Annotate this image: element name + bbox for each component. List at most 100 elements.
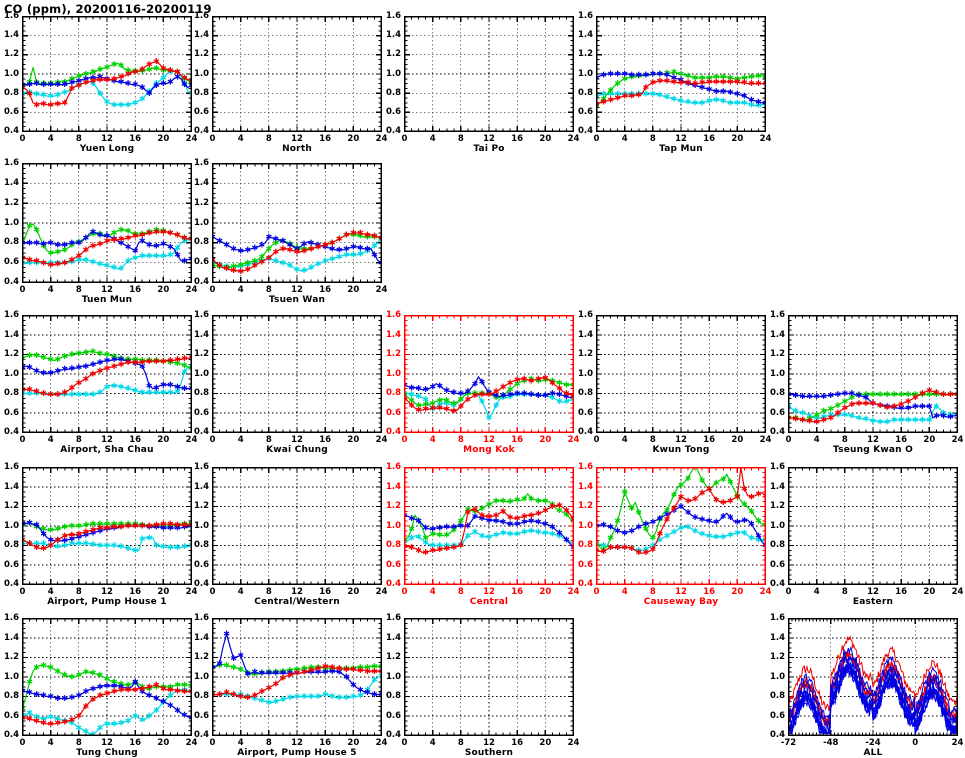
data-marker: ✱ <box>350 665 357 674</box>
data-marker: ✱ <box>706 85 713 94</box>
y-tick-label: 1.2 <box>578 49 593 59</box>
data-marker: ✱ <box>884 417 891 426</box>
y-tick-label: 1.0 <box>386 521 401 531</box>
data-marker: ✱ <box>280 674 287 683</box>
x-tick-label: 16 <box>121 587 149 597</box>
panel-station-label: Tseung Kwan O <box>788 445 958 455</box>
y-tick-label: 1.0 <box>4 369 19 379</box>
data-marker: ✱ <box>68 716 75 725</box>
data-marker: ✱ <box>47 369 54 378</box>
data-marker: ✱ <box>160 684 167 693</box>
panel-station-label: Tung Chung <box>22 748 192 758</box>
x-tick-label: 4 <box>37 738 65 748</box>
data-marker: ✱ <box>699 78 706 87</box>
x-tick-label: 0 <box>391 587 419 597</box>
data-marker: ✱ <box>933 412 940 421</box>
data-marker: ✱ <box>912 415 919 424</box>
y-tick-label: 0.8 <box>578 540 593 550</box>
data-marker: ✱ <box>500 528 507 537</box>
data-marker: ✱ <box>125 544 132 553</box>
x-tick-label: 8 <box>255 587 283 597</box>
x-tick-label: 16 <box>695 435 723 445</box>
data-marker: ✱ <box>528 526 535 535</box>
data-marker: ✱ <box>535 374 542 383</box>
y-tick-label: 1.2 <box>194 49 209 59</box>
data-marker: ✱ <box>132 522 139 531</box>
plot-panel-yuen-long: ✱✱✱✱✱✱✱✱✱✱✱✱✱✱✱✱✱✱✱✱✱✱✱✱✱✱✱✱✱✱✱✱✱✱✱✱✱✱✱✱… <box>22 16 192 154</box>
data-marker: ✱ <box>649 518 656 527</box>
data-marker: ✱ <box>68 350 75 359</box>
data-marker: ✱ <box>415 546 422 555</box>
data-marker: ✱ <box>153 694 160 703</box>
y-tick-label: 1.4 <box>386 633 401 643</box>
data-marker: ✱ <box>486 500 493 509</box>
data-marker: ✱ <box>870 416 877 425</box>
data-marker: ✱ <box>230 690 237 699</box>
data-marker: ✱ <box>642 71 649 80</box>
data-marker: ✱ <box>422 548 429 557</box>
panel-station-label: Causeway Bay <box>596 597 766 607</box>
data-marker: ✱ <box>118 61 125 70</box>
data-marker: ✱ <box>834 390 841 399</box>
data-marker: ✱ <box>40 718 47 727</box>
data-marker: ✱ <box>139 522 146 531</box>
x-tick-label: 0 <box>199 134 227 144</box>
x-tick-label: 12 <box>475 435 503 445</box>
data-marker: ✱ <box>628 544 635 553</box>
data-marker: ✱ <box>111 362 118 371</box>
x-tick-label: 16 <box>121 134 149 144</box>
plot-panel-causeway-bay: ✱✱✱✱✱✱✱✱✱✱✱✱✱✱✱✱✱✱✱✱✱✱✱✱✱✱✱✱✱✱✱✱✱✱✱✱✱✱✱✱… <box>596 467 766 607</box>
data-marker: ✱ <box>628 504 635 513</box>
data-marker: ✱ <box>692 79 699 88</box>
data-marker: ✱ <box>294 692 301 701</box>
data-marker: ✱ <box>153 521 160 530</box>
data-marker: ✱ <box>216 690 223 699</box>
data-marker: ✱ <box>181 542 188 551</box>
data-marker: ✱ <box>132 712 139 721</box>
data-marker: ✱ <box>118 382 125 391</box>
data-marker: ✱ <box>422 524 429 533</box>
plot-panel-tap-mun: ✱✱✱✱✱✱✱✱✱✱✱✱✱✱✱✱✱✱✱✱✱✱✱✱✱✱✱✱✱✱✱✱✱✱✱✱✱✱✱✱… <box>596 16 766 154</box>
data-marker: ✱ <box>61 365 68 374</box>
data-marker: ✱ <box>75 671 82 680</box>
data-marker: ✱ <box>181 354 188 363</box>
y-tick-label: 1.4 <box>386 30 401 40</box>
data-marker: ✱ <box>450 388 457 397</box>
panel-station-label: Tai Po <box>404 144 574 154</box>
data-marker: ✱ <box>607 543 614 552</box>
panel-station-label: ALL <box>788 748 958 758</box>
data-marker: ✱ <box>699 488 706 497</box>
data-marker: ✱ <box>933 388 940 397</box>
data-marker: ✱ <box>563 506 570 515</box>
data-marker: ✱ <box>621 528 628 537</box>
data-marker: ✱ <box>713 77 720 86</box>
data-marker: ✱ <box>429 382 436 391</box>
data-marker: ✱ <box>308 263 315 272</box>
y-tick-label: 1.4 <box>386 330 401 340</box>
x-tick-label: 12 <box>93 435 121 445</box>
x-tick-label: 4 <box>37 285 65 295</box>
data-marker: ✱ <box>26 519 33 528</box>
data-marker: ✱ <box>350 242 357 251</box>
data-marker: ✱ <box>933 402 940 411</box>
data-marker: ✱ <box>727 98 734 107</box>
y-tick-label: 0.6 <box>194 107 209 117</box>
data-marker: ✱ <box>68 530 75 539</box>
data-marker: ✱ <box>237 267 244 276</box>
data-marker: ✱ <box>132 68 139 77</box>
data-marker: ✱ <box>118 100 125 109</box>
x-tick-label: 0 <box>9 134 37 144</box>
x-tick-label: 8 <box>255 134 283 144</box>
y-tick-label: 0.8 <box>194 88 209 98</box>
x-tick-label: 20 <box>531 738 559 748</box>
data-marker: ✱ <box>223 661 230 670</box>
data-marker: ✱ <box>33 543 40 552</box>
data-marker: ✱ <box>343 665 350 674</box>
data-marker: ✱ <box>90 257 97 266</box>
x-tick-label: 12 <box>475 134 503 144</box>
data-marker: ✱ <box>104 382 111 391</box>
data-marker: ✱ <box>748 79 755 88</box>
data-marker: ✱ <box>919 402 926 411</box>
y-tick-label: 1.0 <box>386 672 401 682</box>
